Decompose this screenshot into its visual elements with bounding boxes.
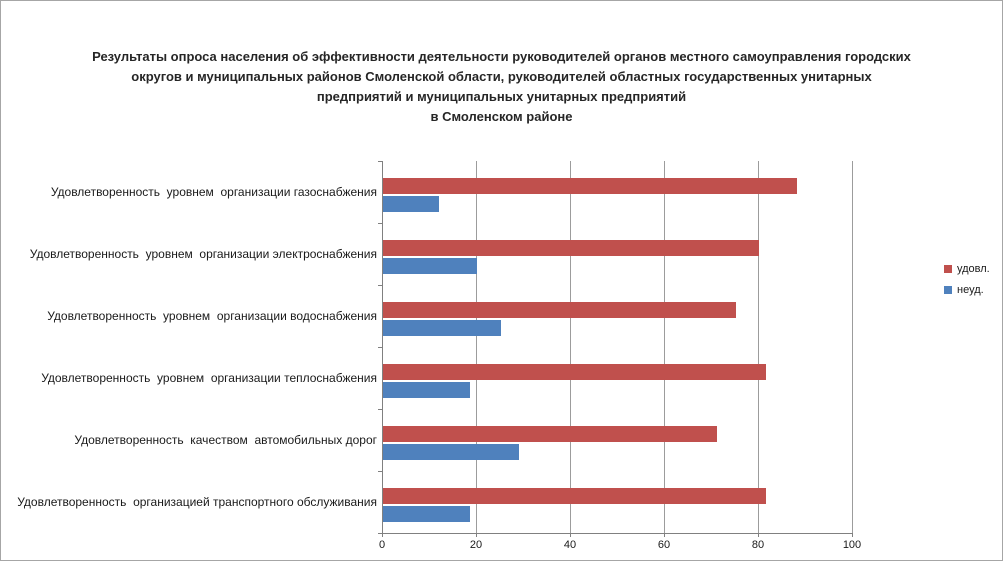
- bar--4: [383, 382, 470, 398]
- gridline: [476, 161, 477, 533]
- value-axis-tick-label: 100: [842, 539, 862, 551]
- value-axis-tick-label: 40: [563, 539, 577, 551]
- category-axis-tick: [378, 533, 382, 534]
- value-axis-tick-label: 20: [469, 539, 483, 551]
- bar--6: [383, 506, 470, 522]
- gridline: [664, 161, 665, 533]
- category-axis-tick: [378, 223, 382, 224]
- legend-item-unsatisfied: неуд.: [944, 284, 990, 296]
- chart-title-line-3: предприятий и муниципальных унитарных пр…: [316, 89, 687, 104]
- legend-label-unsatisfied: неуд.: [957, 284, 984, 296]
- value-axis-tick: [758, 533, 759, 537]
- bar--3: [383, 302, 736, 318]
- bar--4: [383, 364, 767, 380]
- bar--1: [383, 178, 797, 194]
- category-label: Удовлетворенность уровнем организации га…: [50, 185, 377, 199]
- chart-title-line-2: округов и муниципальных районов Смоленск…: [131, 69, 872, 84]
- legend-item-satisfied: удовл.: [944, 263, 990, 275]
- value-axis-line: [378, 533, 852, 534]
- category-axis-tick: [378, 161, 382, 162]
- legend-label-satisfied: удовл.: [957, 263, 990, 275]
- category-axis-tick: [378, 285, 382, 286]
- category-axis-line: [382, 161, 383, 533]
- category-label: Удовлетворенность качеством автомобильны…: [74, 433, 377, 447]
- category-label: Удовлетворенность организацией транспорт…: [17, 495, 377, 509]
- gridline: [570, 161, 571, 533]
- bar--2: [383, 258, 477, 274]
- category-label: Удовлетворенность уровнем организации те…: [41, 371, 377, 385]
- plot-area: 0 20 40 60 80 100: [378, 161, 861, 551]
- value-axis-tick: [476, 533, 477, 537]
- value-axis-tick: [852, 533, 853, 537]
- bar--6: [383, 488, 767, 504]
- bar--3: [383, 320, 501, 336]
- chart-title: Результаты опроса населения об эффективн…: [41, 47, 962, 127]
- chart-title-line-4: в Смоленском районе: [430, 109, 573, 124]
- legend-swatch-unsatisfied: [944, 286, 952, 294]
- bar--1: [383, 196, 440, 212]
- category-label: Удовлетворенность уровнем организации во…: [47, 309, 377, 323]
- value-axis-tick-label: 0: [378, 539, 386, 551]
- category-axis-tick: [378, 471, 382, 472]
- value-axis-tick-label: 60: [657, 539, 671, 551]
- value-axis-tick: [570, 533, 571, 537]
- value-axis-tick-label: 80: [751, 539, 765, 551]
- category-axis-tick: [378, 409, 382, 410]
- legend: удовл. неуд.: [944, 263, 990, 305]
- bar--5: [383, 426, 717, 442]
- chart-title-line-1: Результаты опроса населения об эффективн…: [92, 49, 911, 64]
- value-axis-tick: [664, 533, 665, 537]
- category-axis-tick: [378, 347, 382, 348]
- category-label: Удовлетворенность уровнем организации эл…: [29, 247, 377, 261]
- gridline: [758, 161, 759, 533]
- value-axis-tick: [382, 533, 383, 537]
- gridline: [852, 161, 853, 533]
- bar--2: [383, 240, 759, 256]
- legend-swatch-satisfied: [944, 265, 952, 273]
- bar--5: [383, 444, 520, 460]
